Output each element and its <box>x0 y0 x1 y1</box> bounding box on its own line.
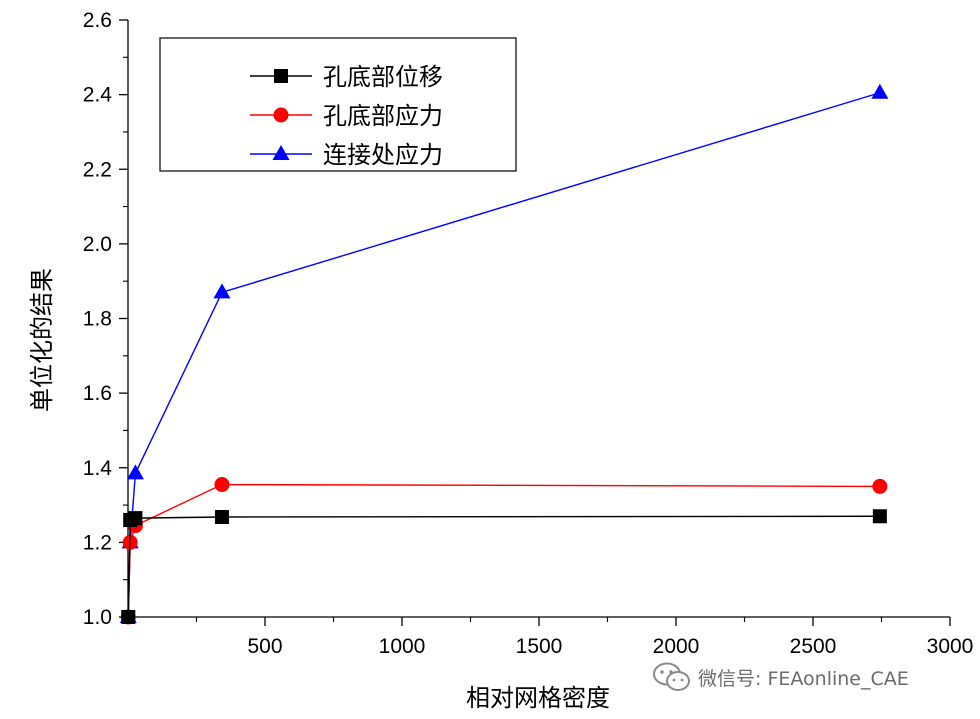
y-tick-label: 1.6 <box>83 382 112 405</box>
legend-marker <box>273 107 289 123</box>
legend-box <box>159 37 517 172</box>
x-tick-label: 2500 <box>790 635 837 658</box>
y-tick-label: 2.6 <box>83 9 112 32</box>
x-tick-label: 3000 <box>927 635 974 658</box>
data-point <box>128 511 143 526</box>
data-point <box>871 83 889 99</box>
wechat-icon <box>653 662 690 691</box>
y-tick-label: 1.2 <box>83 531 112 554</box>
x-tick-label: 1000 <box>379 635 426 658</box>
data-point <box>872 509 887 524</box>
legend-marker <box>272 145 290 160</box>
y-tick-label: 1.8 <box>83 308 112 331</box>
y-tick-label: 2.0 <box>83 233 112 256</box>
legend-label: 连接处应力 <box>323 141 443 169</box>
x-tick-label: 1500 <box>516 635 563 658</box>
watermark-text: 微信号: FEAonline_CAE <box>698 667 909 690</box>
data-point <box>214 477 230 493</box>
data-point <box>126 464 144 480</box>
y-axis-title: 单位化的结果 <box>28 268 56 412</box>
x-tick-label: 2000 <box>653 635 700 658</box>
data-point <box>872 478 888 494</box>
legend-marker <box>274 69 288 83</box>
data-point <box>121 610 136 624</box>
x-axis-title: 相对网格密度 <box>466 684 610 712</box>
series-layer <box>119 83 889 625</box>
data-point <box>214 510 229 525</box>
data-point <box>213 283 231 299</box>
watermark: 微信号: FEAonline_CAE <box>652 661 909 693</box>
series-line <box>127 515 880 618</box>
y-tick-label: 1.0 <box>83 606 112 629</box>
legend-label: 孔底部应力 <box>323 102 443 130</box>
axes: 1.0 1.2 1.4 1.6 1.8 2.0 2.2 2.4 2.6 500 1000 1500 20… <box>83 9 974 658</box>
x-tick-label: 500 <box>247 635 282 658</box>
y-tick-label: 2.2 <box>83 158 112 181</box>
series-square <box>121 509 887 624</box>
y-tick-label: 1.4 <box>83 457 113 480</box>
series-line <box>127 483 880 618</box>
series-circle <box>120 477 888 625</box>
y-tick-label: 2.4 <box>83 84 113 107</box>
legend-label: 孔底部位移 <box>323 63 443 91</box>
